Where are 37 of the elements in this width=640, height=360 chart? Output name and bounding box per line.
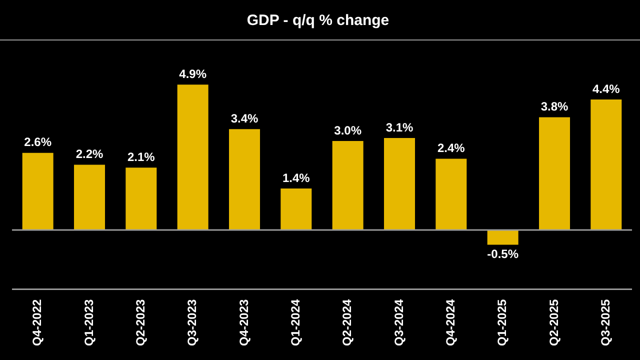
x-tick-label: Q1-2024 [288,298,302,346]
bar [177,84,208,230]
bar [590,99,622,230]
data-label: 4.4% [592,82,620,96]
x-tick-label: Q4-2024 [443,298,458,346]
data-label: -0.5% [487,247,519,262]
x-tick-label: Q3-2025 [598,298,612,346]
data-label: 3.0% [334,123,362,138]
bar [539,117,570,230]
bar [384,138,415,230]
data-label: 1.4% [282,170,310,185]
data-label: 2.1% [127,150,156,164]
bar [229,129,260,230]
bar [22,152,54,230]
chart-title: GDP - q/q % change [246,12,390,30]
x-tick-label: Q4-2022 [30,298,44,346]
data-label: 2.6% [24,135,52,150]
bar [436,158,467,230]
x-tick-label: Q4-2023 [236,298,251,346]
bar [280,188,312,230]
data-label: 3.8% [540,100,568,114]
bar [332,140,364,230]
x-tick-label: Q2-2024 [340,298,354,346]
bar [126,168,157,230]
bar [74,164,105,230]
data-label: 4.9% [179,66,207,81]
x-tick-label: Q3-2023 [185,298,200,346]
data-label: 3.1% [386,120,414,134]
x-tick-label: Q2-2025 [546,298,561,346]
data-label: 2.4% [437,141,466,156]
x-tick-label: Q1-2025 [495,298,510,346]
x-tick-label: Q1-2023 [82,298,96,346]
x-tick-label: Q3-2024 [392,298,406,346]
bar [487,230,518,245]
data-label: 3.4% [230,111,258,126]
x-tick-label: Q2-2023 [133,298,148,346]
data-label: 2.2% [76,147,104,162]
